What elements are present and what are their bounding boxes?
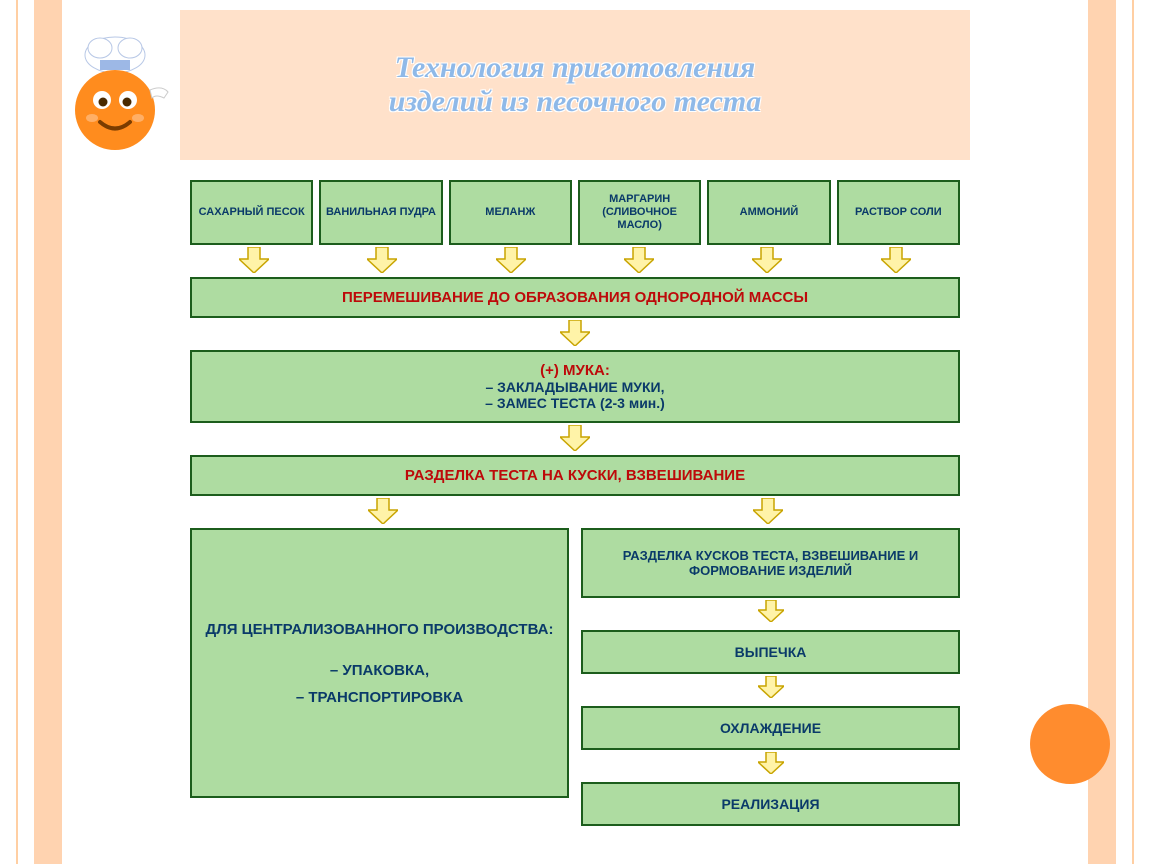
left-branch-head: ДЛЯ ЦЕНТРАЛИЗОВАННОГО ПРОИЗВОДСТВА: (206, 616, 554, 643)
arrow-right-1 (581, 600, 960, 628)
arrow-down-icon (239, 247, 269, 273)
right-step-box: РЕАЛИЗАЦИЯ (581, 782, 960, 826)
frame-right (1132, 0, 1150, 864)
title-line-1: Технология приготовления (395, 51, 755, 85)
left-branch-item: – ТРАНСПОРТИРОВКА (296, 684, 463, 711)
left-branch-item: – УПАКОВКА, (330, 657, 429, 684)
arrow-right-3 (581, 752, 960, 780)
frame-left (0, 0, 18, 864)
arrow-down-icon (367, 247, 397, 273)
arrow-down-icon (758, 752, 784, 774)
arrow-down-icon (560, 320, 590, 346)
right-step-box: ОХЛАЖДЕНИЕ (581, 706, 960, 750)
arrow-down-icon (560, 425, 590, 451)
step-flour: (+) МУКА: – ЗАКЛАДЫВАНИЕ МУКИ, – ЗАМЕС Т… (190, 350, 960, 423)
arrow-down-icon (753, 498, 783, 524)
arrow-down-icon (758, 600, 784, 622)
ingredient-box: ВАНИЛЬНАЯ ПУДРА (319, 180, 442, 245)
arrows-branch-split (190, 498, 960, 526)
step-flour-item: – ЗАКЛАДЫВАНИЕ МУКИ, (485, 379, 664, 395)
step-cutting: РАЗДЕЛКА ТЕСТА НА КУСКИ, ВЗВЕШИВАНИЕ (190, 455, 960, 496)
arrow-right-2 (581, 676, 960, 704)
arrow-down-icon (624, 247, 654, 273)
branch-left: ДЛЯ ЦЕНТРАЛИЗОВАННОГО ПРОИЗВОДСТВА: – УП… (190, 528, 569, 826)
ingredient-box: АММОНИЙ (707, 180, 830, 245)
flow-diagram: САХАРНЫЙ ПЕСОК ВАНИЛЬНАЯ ПУДРА МЕЛАНЖ МА… (190, 180, 960, 826)
ingredients-row: САХАРНЫЙ ПЕСОК ВАНИЛЬНАЯ ПУДРА МЕЛАНЖ МА… (190, 180, 960, 245)
branches: ДЛЯ ЦЕНТРАЛИЗОВАННОГО ПРОИЗВОДСТВА: – УП… (190, 528, 960, 826)
ingredient-box: РАСТВОР СОЛИ (837, 180, 960, 245)
right-step-box: РАЗДЕЛКА КУСКОВ ТЕСТА, ВЗВЕШИВАНИЕ И ФОР… (581, 528, 960, 598)
arrow-down-icon (881, 247, 911, 273)
step-mixing: ПЕРЕМЕШИВАНИЕ ДО ОБРАЗОВАНИЯ ОДНОРОДНОЙ … (190, 277, 960, 318)
right-step-box: ВЫПЕЧКА (581, 630, 960, 674)
step-flour-item: – ЗАМЕС ТЕСТА (2-3 мин.) (485, 395, 665, 411)
title-line-2: изделий из песочного теста (389, 85, 761, 119)
accent-circle (1030, 704, 1110, 784)
ingredient-box: МАРГАРИН (СЛИВОЧНОЕ МАСЛО) (578, 180, 701, 245)
step-mixing-label: ПЕРЕМЕШИВАНИЕ ДО ОБРАЗОВАНИЯ ОДНОРОДНОЙ … (342, 289, 808, 306)
ingredient-box: МЕЛАНЖ (449, 180, 572, 245)
arrow-down-icon (496, 247, 526, 273)
arrows-ingredients (190, 247, 960, 275)
arrow-down-icon (758, 676, 784, 698)
step-flour-head: (+) МУКА: (540, 362, 610, 379)
branch-right: РАЗДЕЛКА КУСКОВ ТЕСТА, ВЗВЕШИВАНИЕ И ФОР… (581, 528, 960, 826)
mascot-icon (60, 30, 175, 160)
peach-band-left (34, 0, 62, 864)
arrow-down-icon (368, 498, 398, 524)
step-cutting-label: РАЗДЕЛКА ТЕСТА НА КУСКИ, ВЗВЕШИВАНИЕ (405, 467, 745, 484)
title-block: Технология приготовления изделий из песо… (180, 10, 970, 160)
left-branch-box: ДЛЯ ЦЕНТРАЛИЗОВАННОГО ПРОИЗВОДСТВА: – УП… (190, 528, 569, 798)
arrow-down-icon (752, 247, 782, 273)
ingredient-box: САХАРНЫЙ ПЕСОК (190, 180, 313, 245)
arrow-step2-3 (190, 425, 960, 453)
arrow-step1-2 (190, 320, 960, 348)
